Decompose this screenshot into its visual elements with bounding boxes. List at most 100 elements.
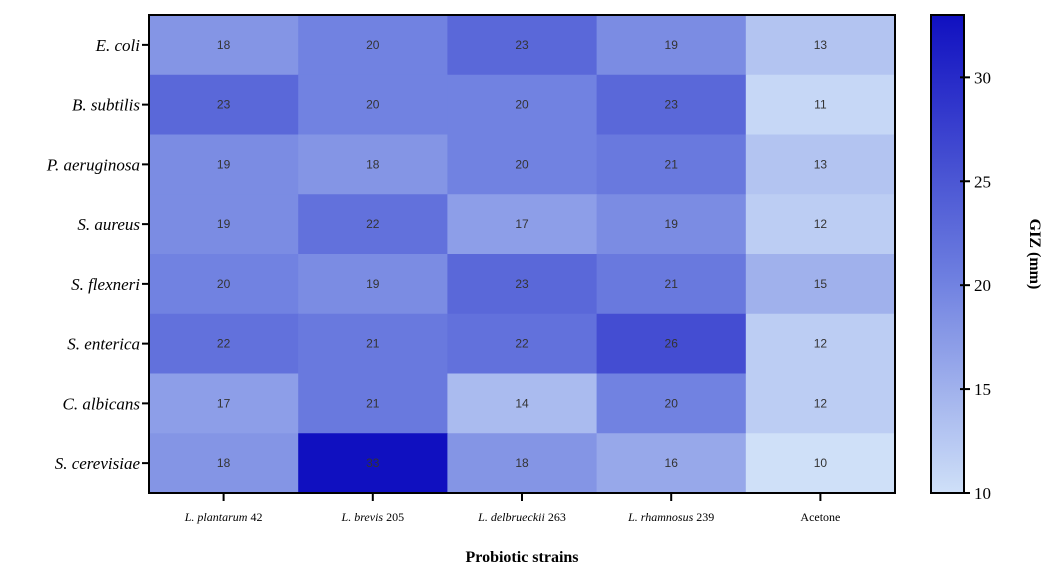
heatmap-cell [596,433,747,494]
heatmap-cell [447,134,598,195]
cell-value-label: 17 [217,396,231,410]
heatmap-cell [596,134,747,195]
x-tick-label: L. rhamnosus 239 [627,510,714,524]
cell-value-label: 21 [366,396,380,410]
cell-value-label: 20 [217,277,231,291]
cell-value-label: 18 [217,456,231,470]
heatmap-cell [596,194,747,255]
heatmap-cell [149,74,299,135]
cell-value-label: 21 [366,337,380,351]
heatmap-cell [447,433,598,494]
heatmap-cells: 18 20 23 19 13 23 20 20 23 11 19 18 20 21 13 19 22 17 19 12… [149,15,896,494]
cell-value-label: 19 [217,217,231,231]
cell-value-label: 14 [515,396,529,410]
y-tick-label: S. enterica [67,335,140,354]
heatmap-cell [298,194,448,255]
heatmap-cell [745,313,896,374]
y-tick-label: B. subtilis [72,96,140,115]
cell-value-label: 15 [814,277,828,291]
cell-value-label: 21 [665,157,679,171]
heatmap-cell [149,134,299,195]
cell-value-label: 10 [814,456,828,470]
heatmap-cell [149,254,299,315]
x-tick-label: L. plantarum 42 [184,510,263,524]
cell-value-label: 26 [665,337,679,351]
heatmap-cell [745,433,896,494]
cell-value-label: 22 [366,217,380,231]
heatmap-cell [298,74,448,135]
heatmap-cell [447,373,598,434]
heatmap-cell [298,373,448,434]
x-tick-label: L. brevis 205 [341,510,405,524]
colorbar-ticks: 10 15 20 25 30 [960,68,991,503]
colorbar-tick-label: 15 [974,380,991,399]
column-labels: L. plantarum 42 L. brevis 205 L. delbrueck… [184,493,840,524]
cell-value-label: 16 [665,456,679,470]
cell-value-label: 33 [366,456,380,470]
y-tick-label: S. flexneri [71,275,140,294]
heatmap-cell [596,15,747,76]
heatmap-cell [596,254,747,315]
heatmap-cell [298,15,448,76]
cell-value-label: 21 [665,277,679,291]
heatmap-cell [447,15,598,76]
colorbar-tick-label: 30 [974,68,991,87]
heatmap-cell [298,254,448,315]
cell-value-label: 12 [814,396,828,410]
cell-value-label: 20 [665,396,679,410]
colorbar-tick-label: 25 [974,172,991,191]
cell-value-label: 23 [515,38,529,52]
y-tick-label: C. albicans [63,394,141,413]
y-tick-label: P. aeruginosa [46,155,140,174]
heatmap-cell [596,373,747,434]
heatmap-cell [745,15,896,76]
colorbar [930,14,965,494]
cell-value-label: 13 [814,157,828,171]
cell-value-label: 19 [665,38,679,52]
cell-value-label: 22 [217,337,231,351]
cell-value-label: 20 [366,98,380,112]
y-tick-label: E. coli [95,36,141,55]
heatmap-cell [745,74,896,135]
heatmap-cell [447,194,598,255]
heatmap-cell [149,15,299,76]
heatmap-cell [745,254,896,315]
y-tick-label: S. cerevisiae [55,454,141,473]
heatmap-cell [447,313,598,374]
cell-value-label: 20 [515,157,529,171]
heatmap-cell [447,74,598,135]
cell-value-label: 22 [515,337,529,351]
heatmap-cell [745,373,896,434]
y-tick-label: S. aureus [77,215,140,234]
cell-value-label: 12 [814,217,828,231]
cell-value-label: 23 [217,98,231,112]
x-axis-title: Probiotic strains [465,549,578,565]
heatmap-cell [149,373,299,434]
cell-value-label: 20 [366,38,380,52]
heatmap-cell [298,433,448,494]
cell-value-label: 11 [814,98,827,112]
x-tick-label: Acetone [800,510,840,524]
x-tick-label: L. delbrueckii 263 [477,510,566,524]
cell-value-label: 13 [814,38,828,52]
cell-value-label: 23 [665,98,679,112]
cell-value-label: 23 [515,277,529,291]
cell-value-label: 19 [366,277,380,291]
cell-value-label: 18 [366,157,380,171]
heatmap-cell [596,313,747,374]
heatmap-cell [298,134,448,195]
heatmap-cell [596,74,747,135]
heatmap-cell [298,313,448,374]
cell-value-label: 20 [515,98,529,112]
heatmap-cell [149,313,299,374]
heatmap-cell [149,433,299,494]
colorbar-tick-label: 10 [974,484,991,503]
heatmap-cell [447,254,598,315]
cell-value-label: 18 [515,456,529,470]
colorbar-tick-label: 20 [974,276,991,295]
cell-value-label: 18 [217,38,231,52]
heatmap-cell [745,134,896,195]
cell-value-label: 19 [217,157,231,171]
row-labels: E. coli B. subtilis P. aeruginosa S. aureus… [46,36,149,473]
